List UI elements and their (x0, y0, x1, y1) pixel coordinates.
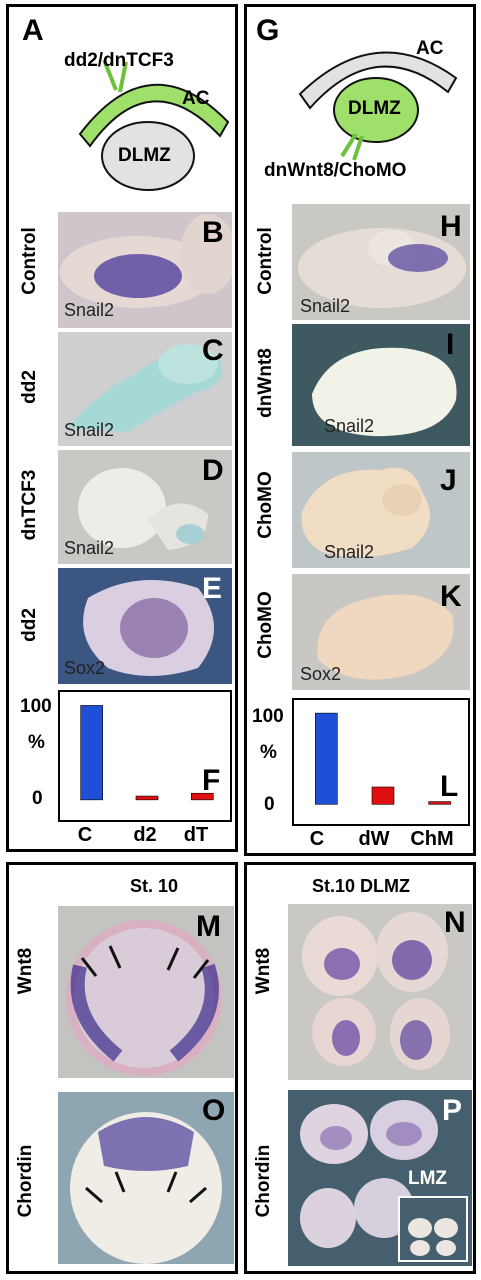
injection-label-a: dd2/dnTCF3 (64, 50, 174, 71)
photo-d (58, 450, 232, 564)
panel-letter-k: K (440, 580, 462, 613)
ac-label-g: AC (416, 38, 444, 59)
row-label-chomo: ChoMO (255, 471, 276, 539)
panel-letter-i: I (446, 328, 455, 361)
photo-p (288, 1090, 472, 1266)
chart-l-cat-2: ChM (410, 828, 454, 850)
ac-label-a: AC (182, 88, 210, 109)
probe-label-j: Snail2 (324, 542, 375, 562)
row-label-wnt8-m: Wnt8 (15, 947, 36, 995)
probe-label-i: Snail2 (324, 416, 375, 436)
chart-l-ytick-100: 100 (252, 706, 284, 727)
panel-letter-o: O (202, 1094, 226, 1127)
row-label-chomo-sox2: ChoMO (255, 591, 276, 659)
chart-l-ylabel: % (260, 742, 277, 763)
probe-label-h: Snail2 (300, 296, 351, 316)
bar-f-c (80, 705, 103, 801)
probe-label-b: Snail2 (64, 300, 115, 320)
row-label-dnwnt8: dnWnt8 (255, 348, 276, 418)
photo-n (288, 904, 472, 1080)
photo-j (292, 452, 470, 568)
chart-f-ytick-0: 0 (32, 788, 43, 809)
panel-letter-p: P (442, 1094, 463, 1127)
injection-label-g: dnWnt8/ChoMO (264, 160, 407, 181)
probe-label-d: Snail2 (64, 538, 115, 558)
photo-k (292, 574, 470, 690)
bar-f-dt (191, 792, 214, 801)
row-label-chordin-o: Chordin (15, 1144, 36, 1218)
panel-letter-b: B (202, 216, 224, 249)
schematic-g (298, 51, 458, 161)
panel-letter-l: L (440, 770, 459, 803)
chart-f-ylabel: % (28, 732, 45, 753)
ac-arc-g (298, 51, 458, 110)
panel-letter-a: A (22, 14, 44, 47)
photo-h (292, 204, 470, 320)
probe-label-k: Sox2 (300, 664, 342, 684)
photo-o (58, 1092, 234, 1264)
chart-f-cat-2: dT (183, 824, 209, 846)
dlmz-label-a: DLMZ (118, 145, 171, 166)
ac-arc (78, 83, 230, 148)
chart-f-cat-0: C (77, 824, 93, 846)
row-label-control: Control (19, 227, 40, 295)
chart-l-cat-1: dW (358, 828, 390, 850)
photo-c (58, 332, 232, 446)
chart-f-ytick-100: 100 (20, 696, 52, 717)
bar-l-chm (428, 801, 451, 805)
chart-f-cat-1: d2 (133, 824, 157, 846)
panel-letter-f: F (202, 764, 221, 797)
panel-letter-h: H (440, 210, 462, 243)
schematic-a (78, 59, 230, 191)
row-label-wnt8-n: Wnt8 (253, 947, 274, 995)
inset-label-lmz: LMZ (408, 1168, 448, 1189)
row-label-control-h: Control (255, 227, 276, 295)
probe-label-c: Snail2 (64, 420, 115, 440)
dlmz-label-g: DLMZ (348, 98, 401, 119)
row-label-dntcf3: dnTCF3 (19, 469, 40, 541)
panel-letter-j: J (440, 464, 457, 497)
panel-letter-g: G (256, 14, 280, 47)
row-label-dd2-sox2: dd2 (19, 608, 40, 642)
chart-l-cat-0: C (309, 828, 325, 850)
chart-l-ytick-0: 0 (264, 794, 275, 815)
stage-label-right: St.10 DLMZ (312, 876, 411, 896)
row-label-chordin-p: Chordin (253, 1144, 274, 1218)
row-label-dd2: dd2 (19, 370, 40, 404)
panel-letter-c: C (202, 334, 224, 367)
photo-i (292, 324, 470, 446)
probe-label-e: Sox2 (64, 658, 106, 678)
photo-b (58, 212, 232, 328)
stage-label-left: St. 10 (130, 876, 179, 896)
dlmz-shape (101, 121, 195, 191)
chart-l (292, 698, 470, 826)
photo-m (58, 906, 234, 1078)
panel-letter-m: M (196, 910, 221, 943)
chart-f (58, 690, 232, 822)
lmz-inset (398, 1196, 468, 1262)
bar-f-d2 (135, 795, 159, 801)
dlmz-shape-g (333, 77, 419, 143)
panel-letter-n: N (444, 906, 466, 939)
bar-l-dw (371, 786, 395, 805)
panel-letter-e: E (202, 572, 223, 605)
photo-e (58, 568, 232, 684)
panel-letter-d: D (202, 454, 224, 487)
bar-l-c (315, 712, 338, 805)
